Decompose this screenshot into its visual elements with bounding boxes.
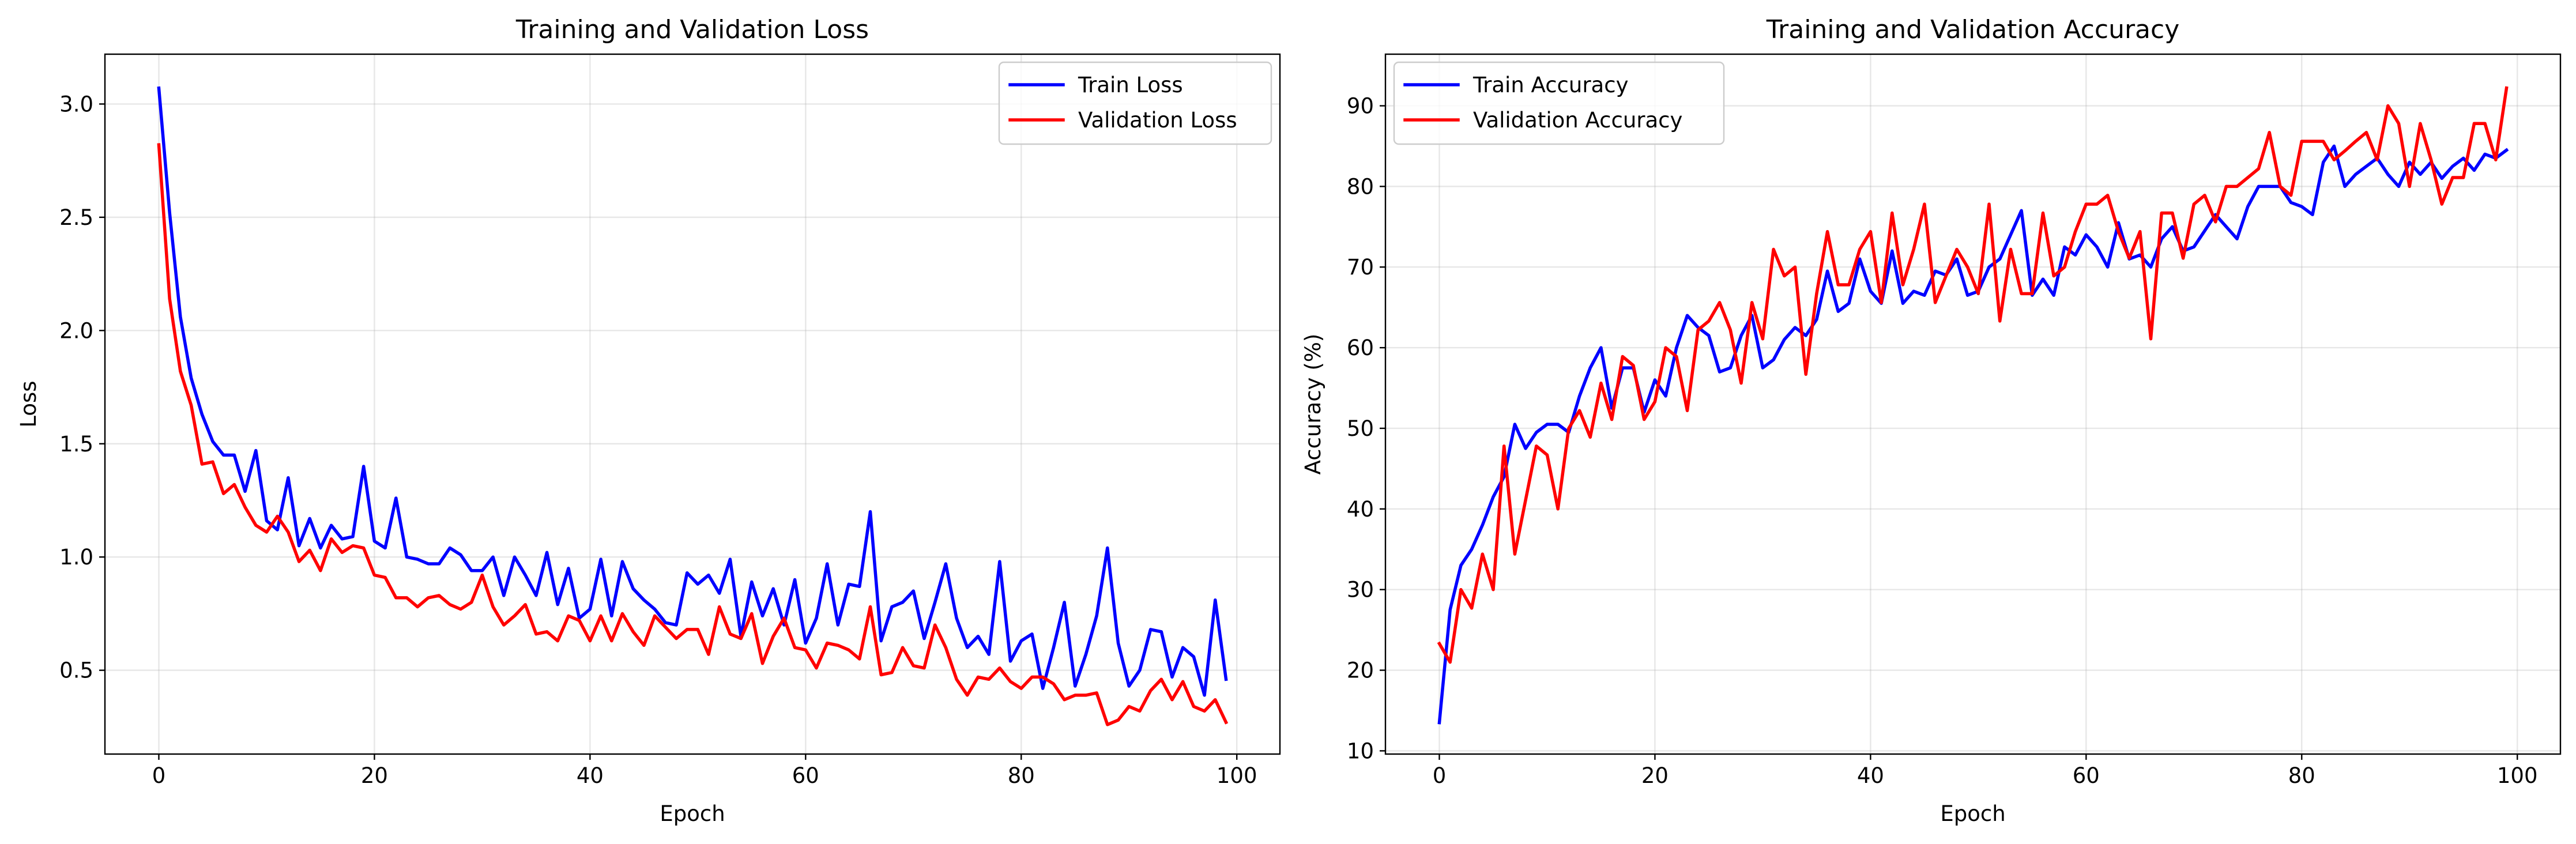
loss-y-tick-label: 0.5: [59, 658, 93, 683]
accuracy-y-tick-label: 10: [1347, 738, 1374, 763]
loss-chart-title: Training and Validation Loss: [515, 15, 869, 44]
accuracy-y-tick-label: 40: [1347, 497, 1374, 522]
loss-x-axis-label: Epoch: [660, 801, 725, 826]
accuracy-y-tick-label: 60: [1347, 336, 1374, 360]
accuracy-x-tick-label: 0: [1433, 763, 1447, 788]
accuracy-y-axis-label: Accuracy (%): [1301, 334, 1325, 475]
loss-legend-train-label: Train Loss: [1078, 73, 1183, 97]
loss-x-tick-label: 80: [1008, 763, 1035, 788]
loss-grid: [105, 54, 1280, 754]
accuracy-y-tick-label: 90: [1347, 94, 1374, 119]
loss-chart: 0 20 40 60 80 100 0.5 1.0 1.5 2.0 2.5 3.0 Training …: [16, 15, 1281, 826]
loss-plot-frame: [104, 53, 1281, 755]
accuracy-legend-validation-label: Validation Accuracy: [1473, 108, 1682, 133]
accuracy-legend-train-label: Train Accuracy: [1472, 73, 1628, 97]
accuracy-chart-title: Training and Validation Accuracy: [1766, 15, 2180, 44]
accuracy-x-tick-label: 60: [2073, 763, 2100, 788]
accuracy-x-tick-label: 40: [1857, 763, 1884, 788]
accuracy-ticks: 0 20 40 60 80 100 10 20 30 40 50 60 70 80 90: [1347, 94, 2538, 788]
loss-y-tick-label: 2.5: [59, 205, 93, 230]
accuracy-y-tick-label: 70: [1347, 255, 1374, 280]
loss-x-tick-label: 20: [361, 763, 388, 788]
loss-y-tick-label: 2.0: [59, 318, 93, 343]
loss-validation-line: [157, 143, 1229, 726]
accuracy-validation-line: [1437, 86, 2509, 664]
loss-x-tick-label: 40: [577, 763, 604, 788]
accuracy-plot-frame: [1384, 53, 2562, 755]
accuracy-chart: 0 20 40 60 80 100 10 20 30 40 50 60 70 80 90 Training …: [1301, 15, 2562, 826]
loss-legend-validation-label: Validation Loss: [1078, 108, 1237, 133]
accuracy-x-tick-label: 100: [2497, 763, 2538, 788]
loss-x-tick-label: 60: [792, 763, 819, 788]
accuracy-y-tick-label: 50: [1347, 416, 1374, 441]
loss-ticks: 0 20 40 60 80 100 0.5 1.0 1.5 2.0 2.5 3.0: [59, 92, 1257, 788]
accuracy-y-tick-label: 80: [1347, 174, 1374, 199]
loss-legend-box: [998, 61, 1272, 145]
accuracy-lines: [1437, 86, 2509, 725]
loss-y-tick-label: 3.0: [59, 92, 93, 116]
accuracy-train-line: [1437, 144, 2509, 725]
accuracy-legend: Train Accuracy Validation Accuracy: [1393, 61, 1725, 145]
accuracy-x-tick-label: 80: [2288, 763, 2315, 788]
accuracy-y-tick-label: 20: [1347, 658, 1374, 683]
loss-x-tick-label: 100: [1217, 763, 1257, 788]
accuracy-x-axis-label: Epoch: [1940, 801, 2005, 826]
accuracy-x-tick-label: 20: [1641, 763, 1669, 788]
accuracy-grid: [1385, 54, 2560, 754]
loss-y-axis-label: Loss: [16, 380, 41, 427]
loss-y-tick-label: 1.5: [59, 432, 93, 457]
loss-y-tick-label: 1.0: [59, 545, 93, 570]
loss-legend: Train Loss Validation Loss: [998, 61, 1272, 145]
loss-train-line: [157, 86, 1228, 697]
accuracy-y-tick-label: 30: [1347, 578, 1374, 602]
accuracy-legend-box: [1393, 61, 1725, 145]
loss-lines: [157, 86, 1229, 726]
loss-x-tick-label: 0: [152, 763, 166, 788]
